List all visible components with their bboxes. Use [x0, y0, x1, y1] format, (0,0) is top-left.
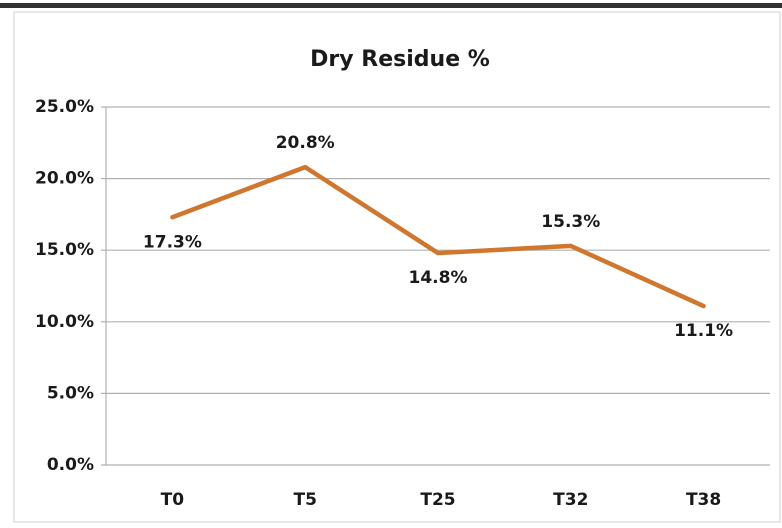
y-tick-label: 10.0%	[35, 312, 94, 332]
y-tick-label: 15.0%	[35, 240, 94, 260]
data-label: 15.3%	[541, 212, 600, 232]
x-tick-label: T25	[420, 490, 455, 510]
x-tick-label: T38	[686, 490, 721, 510]
data-label: 14.8%	[409, 268, 468, 288]
y-tick-label: 20.0%	[35, 169, 94, 189]
y-tick-label: 0.0%	[47, 455, 94, 475]
chart-frame	[13, 11, 781, 523]
data-label: 20.8%	[276, 133, 335, 153]
chart-title: Dry Residue %	[310, 47, 490, 72]
line	[170, 164, 706, 309]
data-label: 11.1%	[674, 321, 733, 341]
data-label: 17.3%	[143, 232, 202, 252]
y-tick-label: 25.0%	[35, 97, 94, 117]
y-tick-label: 5.0%	[47, 383, 94, 403]
x-tick-label: T0	[161, 490, 185, 510]
x-tick-label: T5	[293, 490, 316, 510]
x-tick-label: T32	[553, 490, 588, 510]
top-border	[0, 3, 782, 8]
